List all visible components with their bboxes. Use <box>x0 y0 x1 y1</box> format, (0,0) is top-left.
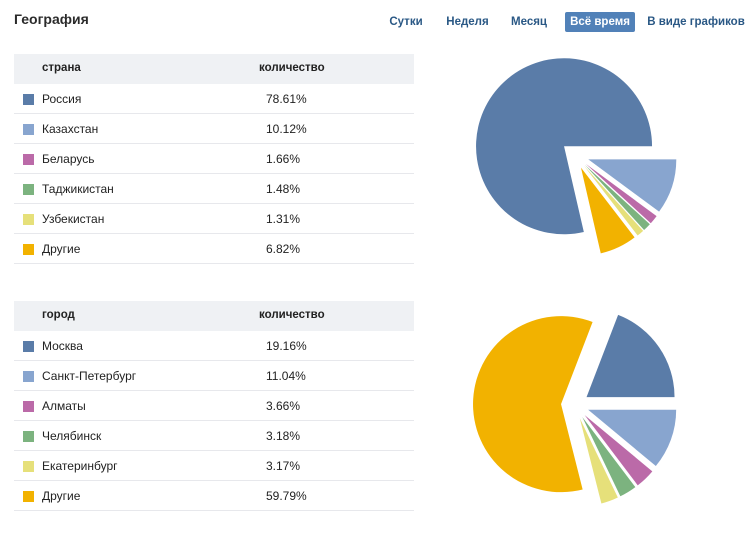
row-value: 19.16% <box>266 339 307 353</box>
pie-slice-country-2[interactable] <box>585 163 657 224</box>
table-header: страна количество <box>14 54 414 84</box>
column-header-count[interactable]: количество <box>259 62 325 74</box>
pie-slice-country-5[interactable] <box>580 167 635 254</box>
pie-slice-city-0[interactable] <box>586 314 675 398</box>
city-pie-chart <box>473 314 677 504</box>
color-swatch <box>23 154 34 165</box>
color-swatch <box>23 244 34 255</box>
row-label: Узбекистан <box>42 212 105 226</box>
row-label: Санкт-Петербург <box>42 369 137 383</box>
table-row: Екатеринбург 3.17% <box>14 451 414 481</box>
city-table: город количество Москва 19.16% Санкт-Пет… <box>14 301 414 511</box>
page-title: География <box>14 11 89 27</box>
table-row: Таджикистан 1.48% <box>14 174 414 204</box>
row-label: Россия <box>42 92 82 106</box>
row-value: 1.31% <box>266 212 301 226</box>
color-swatch <box>23 491 34 502</box>
tab-charts-view[interactable]: В виде графиков <box>647 16 745 28</box>
color-swatch <box>23 461 34 472</box>
table-row: Другие 59.79% <box>14 481 414 511</box>
pie-slice-city-5[interactable] <box>473 316 593 493</box>
pie-slice-city-1[interactable] <box>588 409 677 467</box>
tab-month[interactable]: Месяц <box>511 16 547 28</box>
country-pie-chart <box>476 58 677 254</box>
color-swatch <box>23 341 34 352</box>
row-label: Москва <box>42 339 83 353</box>
column-header-city[interactable]: город <box>42 309 75 321</box>
tab-day[interactable]: Сутки <box>389 16 423 28</box>
tab-all-time[interactable]: Всё время <box>565 12 635 32</box>
column-header-count[interactable]: количество <box>259 309 325 321</box>
pie-slice-city-2[interactable] <box>584 415 653 486</box>
column-header-country[interactable]: страна <box>42 62 81 74</box>
color-swatch <box>23 214 34 225</box>
table-row: Челябинск 3.18% <box>14 421 414 451</box>
pie-slice-country-0[interactable] <box>476 58 653 235</box>
pie-slice-country-3[interactable] <box>584 164 650 231</box>
tab-week[interactable]: Неделя <box>446 16 489 28</box>
row-label: Казахстан <box>42 122 99 136</box>
table-row: Москва 19.16% <box>14 331 414 361</box>
row-value: 1.66% <box>266 152 301 166</box>
table-row: Алматы 3.66% <box>14 391 414 421</box>
row-value: 78.61% <box>266 92 307 106</box>
row-label: Таджикистан <box>42 182 114 196</box>
table-row: Санкт-Петербург 11.04% <box>14 361 414 391</box>
pie-slice-country-1[interactable] <box>588 159 677 212</box>
table-header: город количество <box>14 301 414 331</box>
color-swatch <box>23 371 34 382</box>
row-label: Алматы <box>42 399 86 413</box>
color-swatch <box>23 184 34 195</box>
row-value: 1.48% <box>266 182 301 196</box>
table-row: Казахстан 10.12% <box>14 114 414 144</box>
pie-slice-country-4[interactable] <box>583 165 644 236</box>
country-table: страна количество Россия 78.61% Казахста… <box>14 54 414 264</box>
color-swatch <box>23 431 34 442</box>
color-swatch <box>23 94 34 105</box>
color-swatch <box>23 124 34 135</box>
table-row: Другие 6.82% <box>14 234 414 264</box>
row-label: Екатеринбург <box>42 459 118 473</box>
row-label: Другие <box>42 489 81 503</box>
row-value: 10.12% <box>266 122 307 136</box>
table-row: Россия 78.61% <box>14 84 414 114</box>
row-value: 3.66% <box>266 399 301 413</box>
row-label: Челябинск <box>42 429 102 443</box>
row-value: 11.04% <box>266 369 306 383</box>
pie-slice-city-3[interactable] <box>582 416 636 497</box>
row-value: 59.79% <box>266 489 307 503</box>
color-swatch <box>23 401 34 412</box>
row-value: 3.18% <box>266 429 301 443</box>
row-label: Беларусь <box>42 152 95 166</box>
row-value: 3.17% <box>266 459 301 473</box>
row-label: Другие <box>42 242 81 256</box>
table-row: Беларусь 1.66% <box>14 144 414 174</box>
row-value: 6.82% <box>266 242 301 256</box>
table-row: Узбекистан 1.31% <box>14 204 414 234</box>
pie-slice-city-4[interactable] <box>579 418 618 504</box>
